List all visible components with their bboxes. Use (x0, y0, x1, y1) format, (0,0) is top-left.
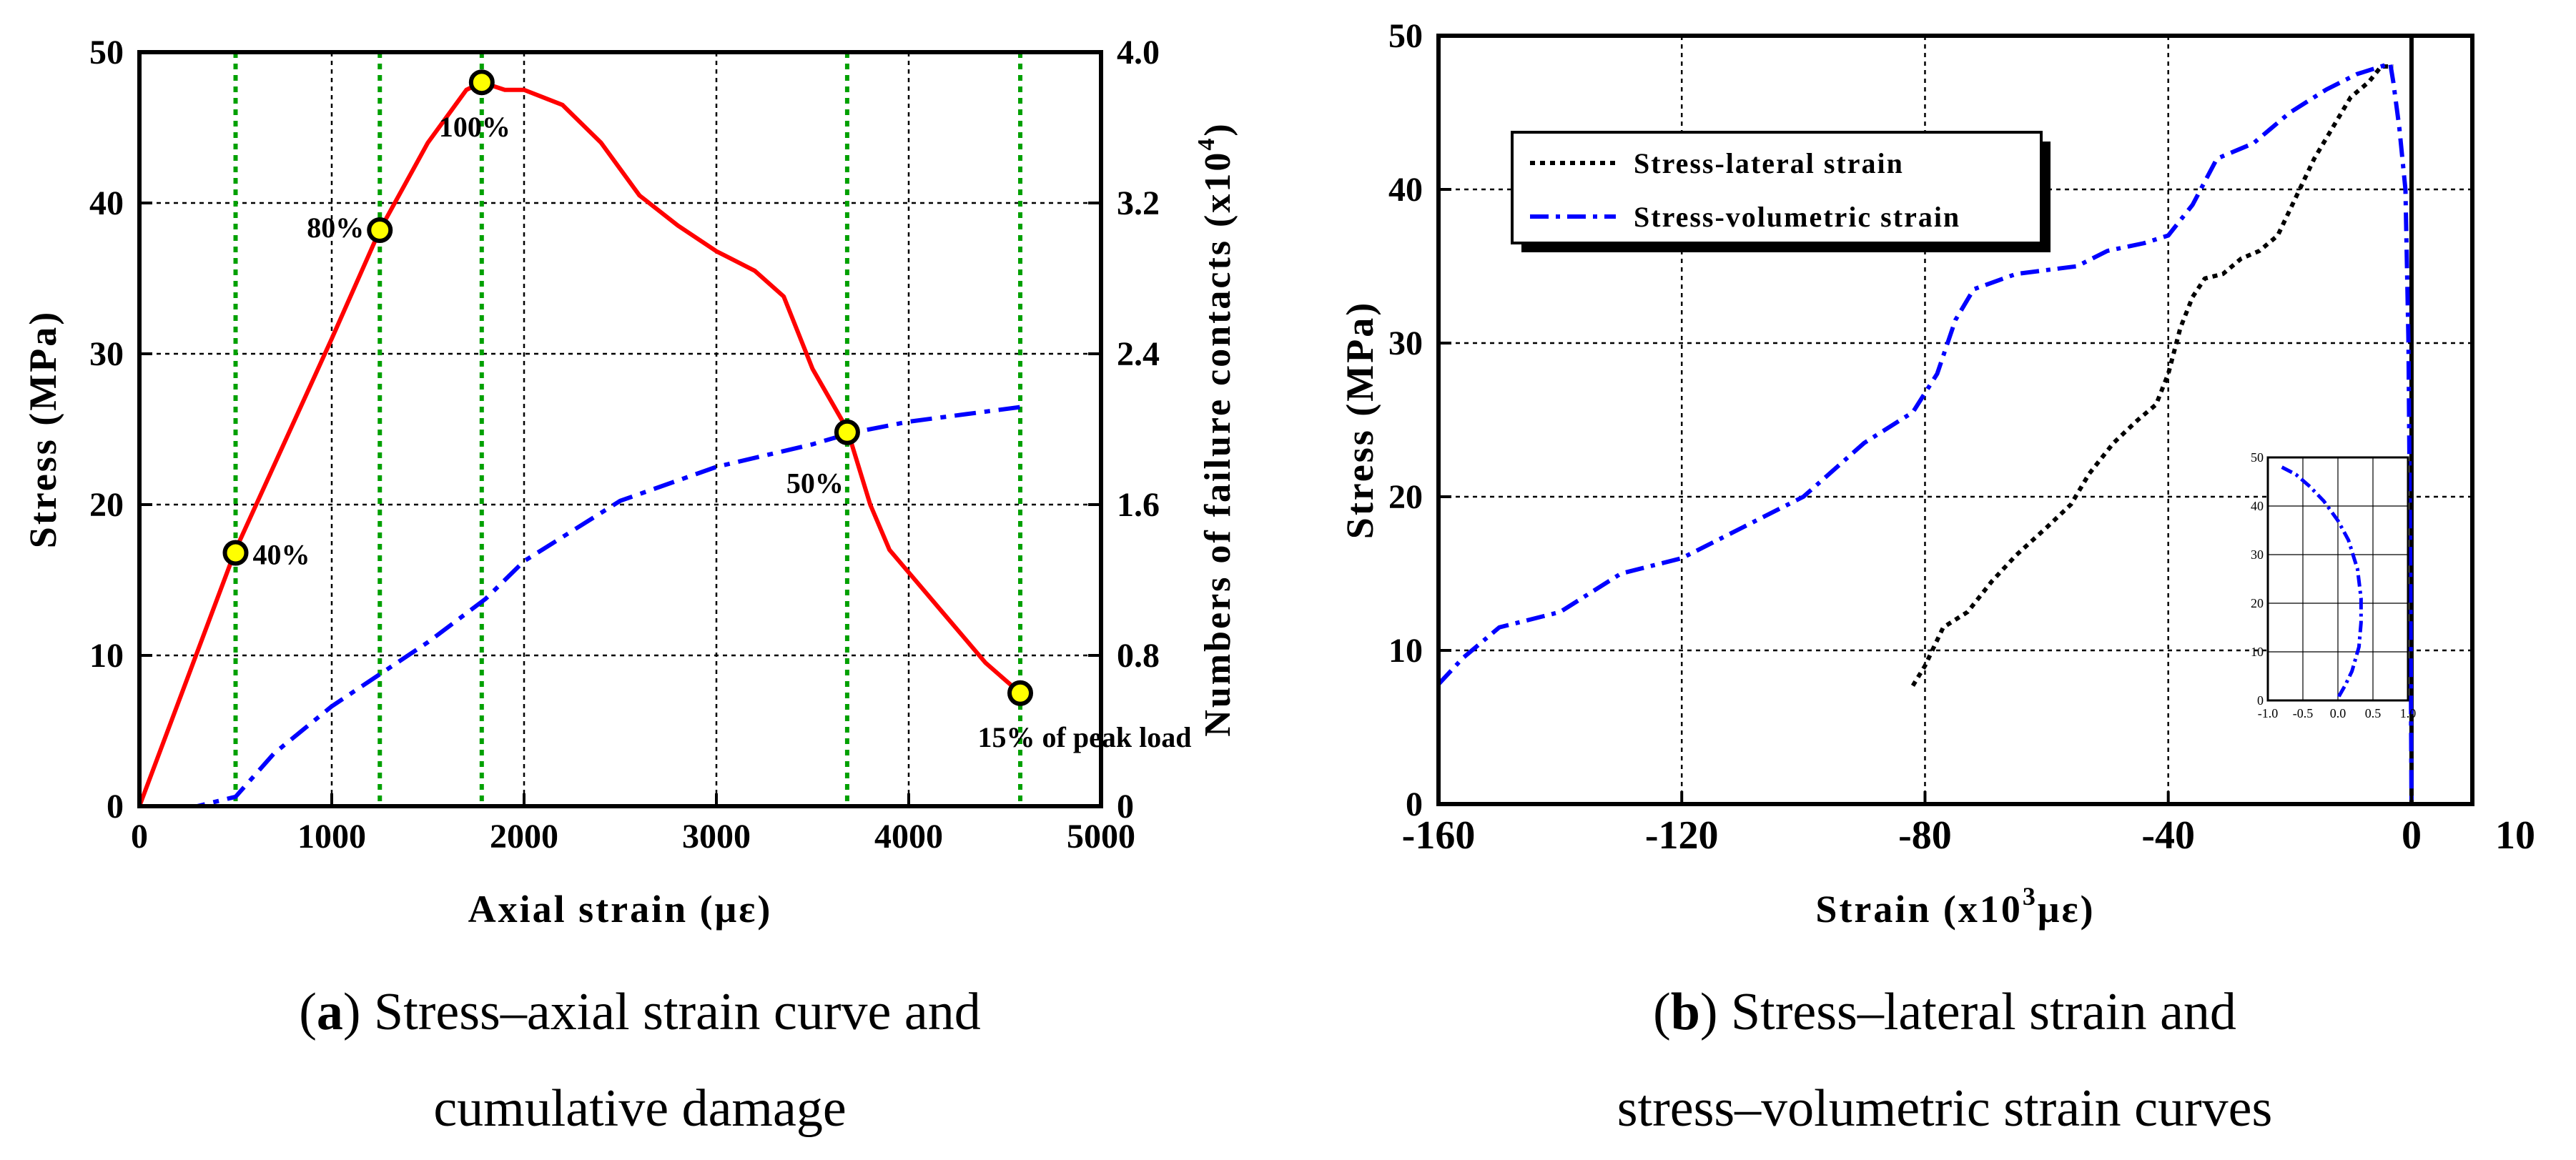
marker-label: 15% of peak load (978, 721, 1192, 753)
caption-line-1: (b) Stress–lateral strain and (1653, 983, 2236, 1041)
inset-x-tick-label: -1.0 (2258, 706, 2279, 720)
inset-x-tick-label: 1.0 (2400, 706, 2417, 720)
inset-y-tick-label: 20 (2251, 596, 2264, 610)
caption-label: a (317, 983, 343, 1041)
peak-load-marker (468, 69, 495, 96)
x-axis-title-exponent: 3 (2023, 882, 2038, 911)
inset-volumetric-strain-line (2281, 465, 2363, 701)
y2-tick-label: 1.6 (1117, 486, 1160, 524)
caption-label: b (1671, 983, 1700, 1041)
peak-load-marker (367, 217, 393, 243)
plot-frame (137, 50, 1103, 808)
caption-open-paren: ( (1653, 983, 1671, 1041)
y-tick-label: 0 (107, 788, 124, 826)
x-tick-label: -120 (1645, 813, 1719, 858)
inset-y-tick-label: 40 (2251, 499, 2264, 513)
inset-x-tick-label: 0.5 (2365, 706, 2382, 720)
caption-text: ) Stress–axial strain curve and (343, 983, 981, 1041)
y-tick-label: 30 (1388, 324, 1423, 362)
inset-chart: -1.0 -0.5 0.0 0.5 1.0 0 10 20 30 40 50 (2251, 450, 2416, 720)
y2-axis-title-close: ) (1198, 122, 1238, 136)
x-axis-title: Strain (x103με) (1815, 882, 2095, 931)
x-axis-title-text: Strain (x10 (1815, 888, 2023, 931)
y-axis-title: Stress (MPa) (1338, 301, 1381, 539)
inset-y-tick-label: 10 (2251, 645, 2264, 659)
y-tick-label: 40 (1388, 171, 1423, 209)
y2-tick-label: 3.2 (1117, 184, 1160, 222)
y2-axis-title: Numbers of failure contacts (x104) (1193, 122, 1238, 736)
y2-tick-label: 0 (1117, 788, 1134, 826)
y2-axis-title-exponent: 4 (1193, 137, 1220, 151)
x-tick-label: 0 (2402, 813, 2422, 858)
y2-tick-label: 4.0 (1117, 34, 1160, 71)
caption-line-1: (a) Stress–axial strain curve and (299, 983, 981, 1041)
legend: Stress-lateral strain Stress-volumetric s… (1511, 131, 2051, 252)
x-axis-title-unit: με) (2038, 888, 2096, 931)
peak-load-marker (222, 540, 249, 566)
failure-contacts-line (139, 404, 1025, 808)
x-tick-label: 5000 (1067, 818, 1135, 856)
inset-frame (2266, 456, 2409, 702)
x-tick-label: 3000 (682, 818, 751, 856)
y-tick-label: 30 (89, 335, 124, 373)
marker-label: 80% (307, 212, 364, 244)
peak-load-marker (834, 419, 860, 445)
legend-label: Stress-volumetric strain (1634, 201, 1960, 233)
x-tick-label: -160 (1402, 813, 1476, 858)
y2-tick-label: 0.8 (1117, 637, 1160, 675)
stress-axial-strain-line (137, 80, 1022, 808)
caption-line-2: stress–volumetric strain curves (1617, 1079, 2273, 1138)
y2-axis-title-text: Numbers of failure contacts (x10 (1198, 151, 1238, 737)
y-tick-label: 40 (89, 184, 124, 222)
legend-label: Stress-lateral strain (1634, 147, 1904, 179)
x-tick-label: 1000 (297, 818, 366, 856)
marker-label: 100% (439, 111, 510, 143)
marker-label: 50% (786, 467, 844, 500)
y-axis-title: Stress (MPa) (21, 310, 64, 548)
y-tick-label: 10 (1388, 632, 1423, 670)
chart-a: 0 1000 2000 3000 4000 50000102030405000.81.62… (21, 34, 1238, 1138)
inset-x-tick-label: 0.0 (2330, 706, 2346, 720)
legend-box (1511, 131, 2043, 244)
plot-frame (1436, 34, 2474, 806)
y-tick-label: 20 (1388, 478, 1423, 516)
caption-open-paren: ( (299, 983, 317, 1041)
caption-line-2: cumulative damage (433, 1079, 846, 1138)
x-tick-label: 4000 (874, 818, 943, 856)
x-axis-title: Axial strain (με) (468, 888, 773, 931)
inset-y-tick-label: 30 (2251, 547, 2264, 562)
inset-y-tick-label: 50 (2251, 450, 2264, 465)
y-tick-label: 20 (89, 486, 124, 524)
x-tick-label: -80 (1898, 813, 1952, 858)
x-tick-label: -40 (2141, 813, 2195, 858)
caption-text: ) Stress–lateral strain and (1700, 983, 2236, 1041)
y-tick-label: 50 (1388, 17, 1423, 55)
y2-tick-label: 2.4 (1117, 335, 1160, 373)
inset-x-tick-label: -0.5 (2293, 706, 2314, 720)
x-tick-label: 10 (2495, 813, 2535, 858)
stress-volumetric-strain-line (1436, 61, 2414, 805)
x-tick-label: 0 (131, 818, 148, 856)
x-tick-label: 2000 (490, 818, 558, 856)
peak-load-marker (1007, 680, 1034, 706)
y-tick-label: 50 (89, 34, 124, 71)
inset-y-tick-label: 0 (2257, 693, 2264, 708)
y-tick-label: 0 (1406, 785, 1423, 823)
marker-label: 40% (253, 539, 310, 571)
y-tick-label: 10 (89, 637, 124, 675)
